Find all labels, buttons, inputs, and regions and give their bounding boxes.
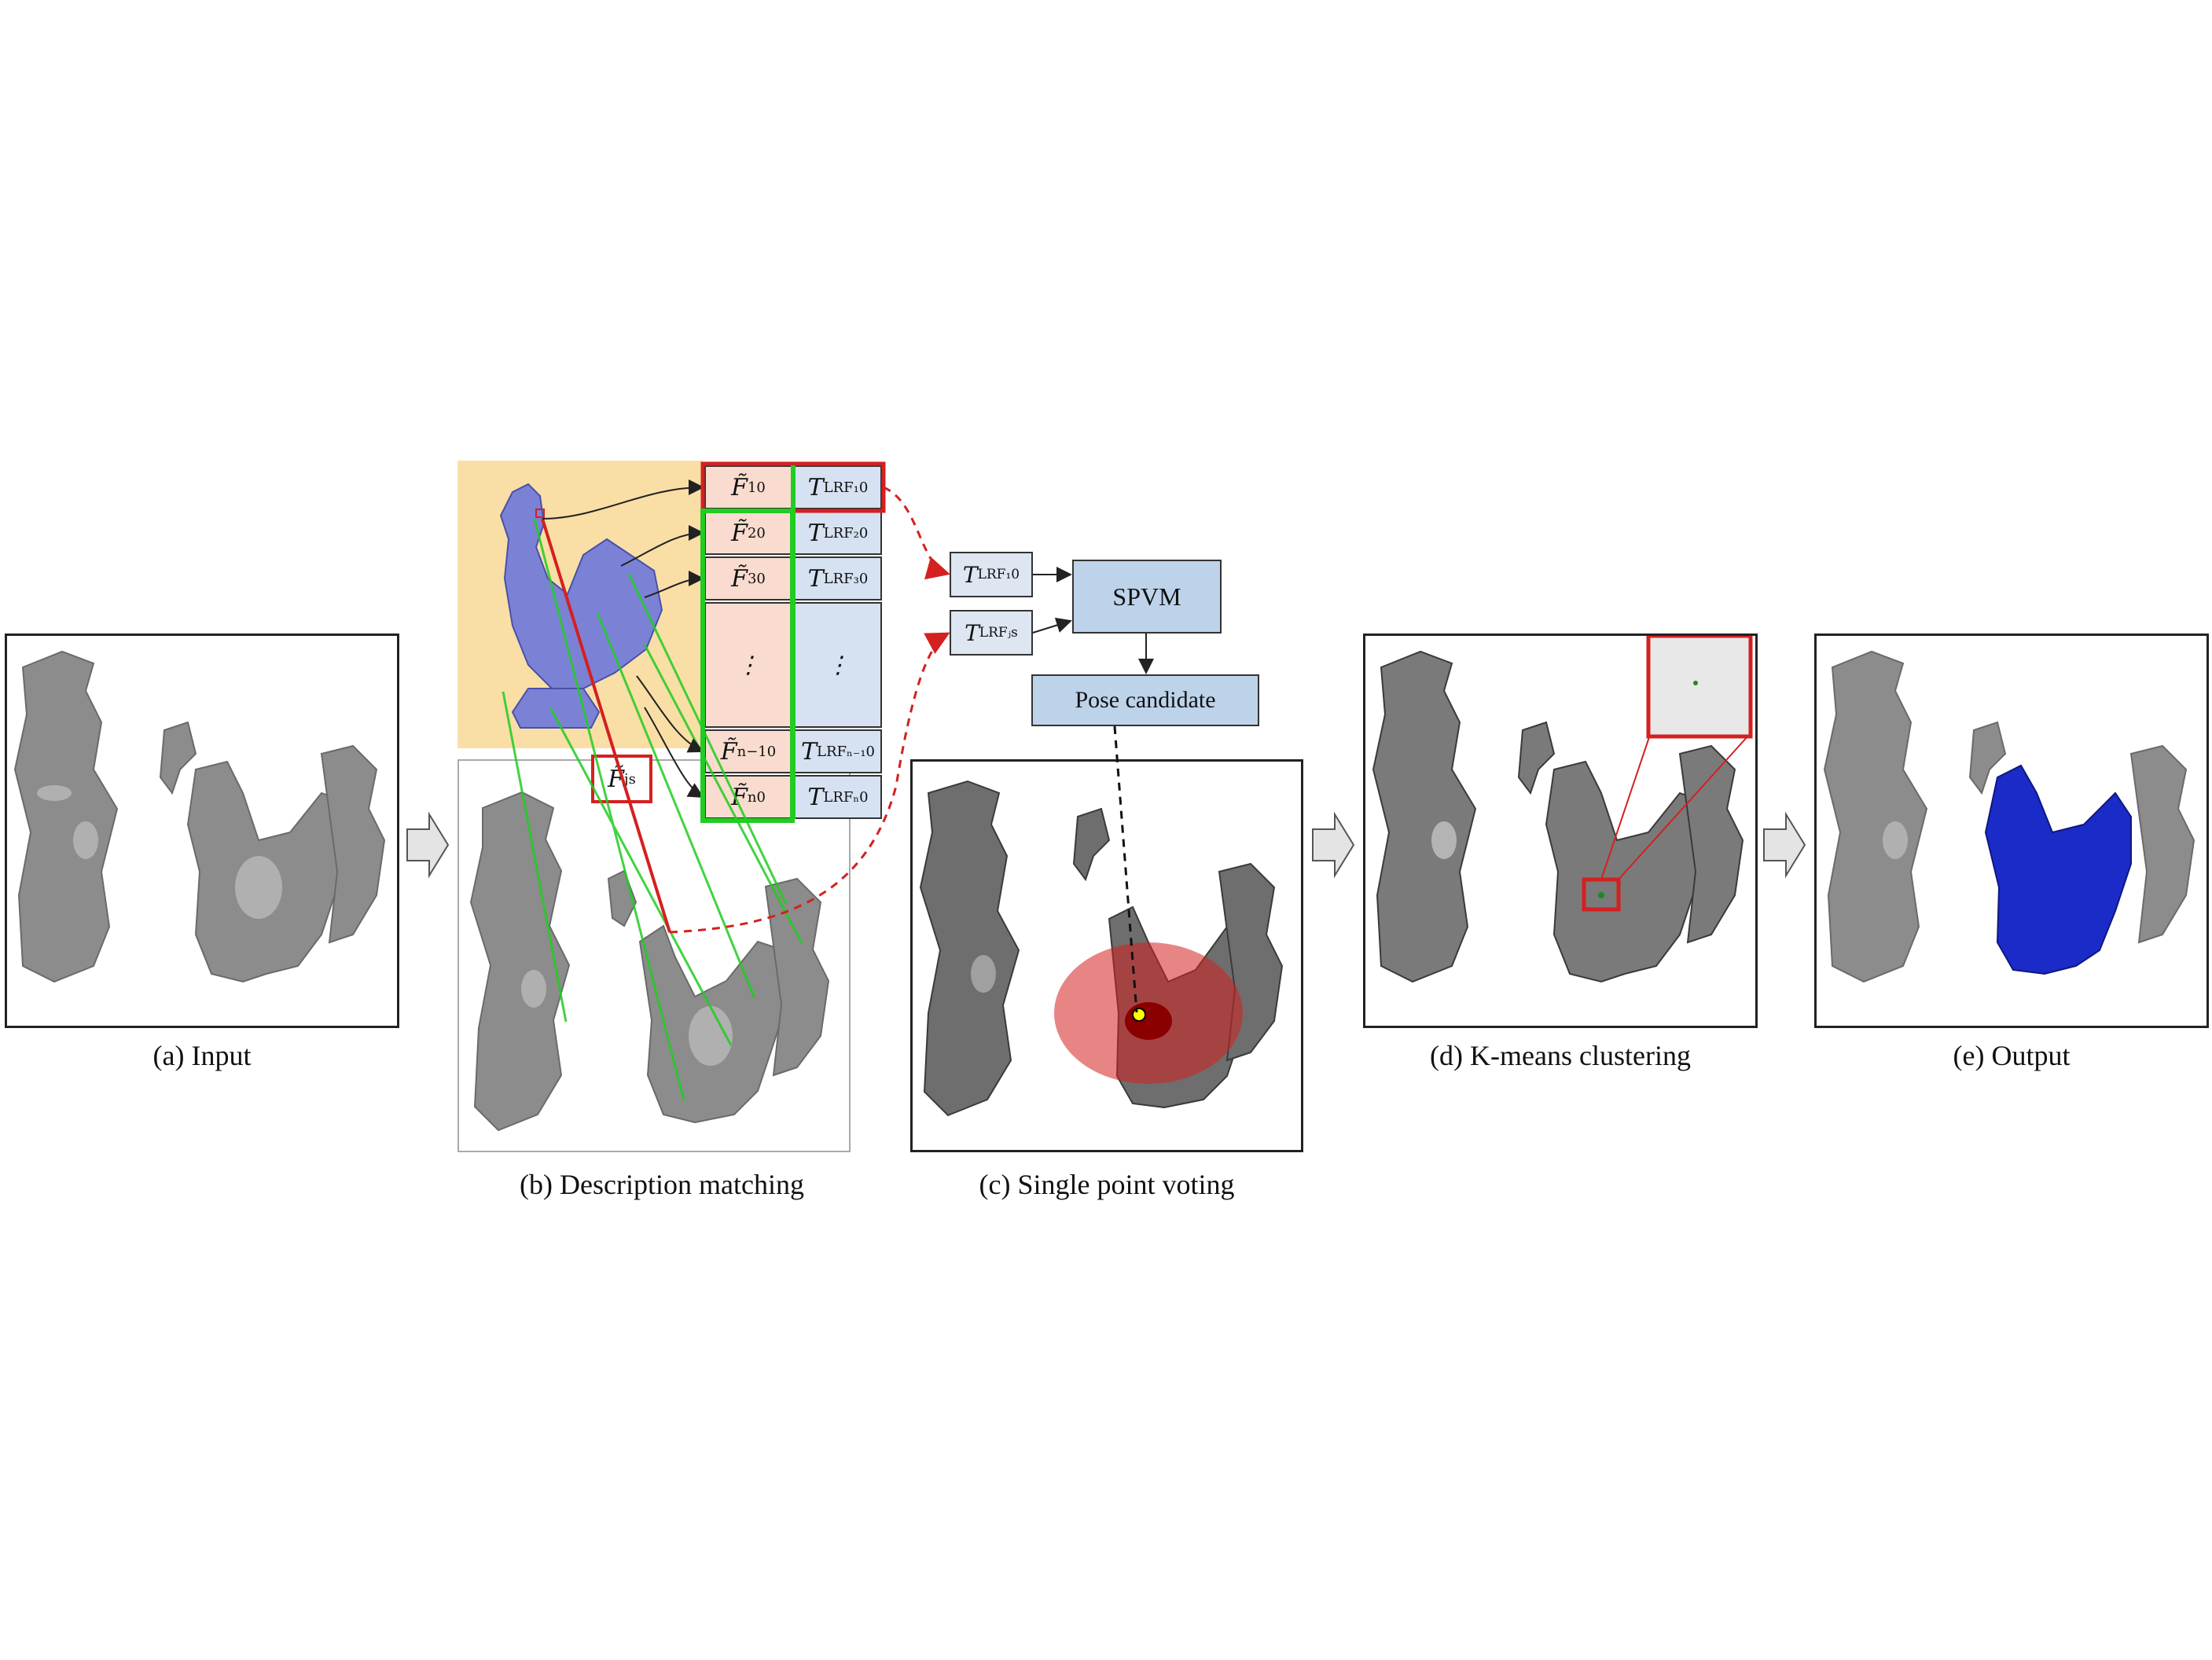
f-cell-2: F̃ 2 0: [704, 511, 792, 555]
pose-candidate-box: Pose candidate: [1031, 674, 1259, 726]
f-cell-n-minus-1: F̃ n−1 0: [704, 729, 792, 773]
voting-panel: [910, 759, 1303, 1152]
input-panel: [5, 634, 399, 1028]
detected-object: [1984, 764, 2132, 975]
t-cell-2: T LRF₂ 0: [794, 511, 882, 555]
caption-single-point-voting: (c) Single point voting: [979, 1169, 1235, 1200]
caption-input: (a) Input: [152, 1040, 252, 1071]
flow-arrow-icon: [1312, 811, 1355, 879]
spvm-input-model: T LRF₁ 0: [950, 552, 1033, 597]
zoom-inset: [1646, 636, 1753, 739]
t-cell-1: T LRF₁ 0: [794, 465, 882, 509]
input-scene-image: [13, 650, 386, 983]
output-panel: [1814, 634, 2209, 1028]
t-cell-n: T LRFₙ 0: [794, 775, 882, 819]
flow-arrow-icon: [406, 811, 450, 879]
f-cell-n: F̃ n 0: [704, 775, 792, 819]
t-cell-3: T LRF₃ 0: [794, 556, 882, 600]
t-cell-ellipsis: ⋮: [794, 602, 882, 728]
scene-matching-image: [469, 791, 830, 1132]
output-scene-image: [1823, 650, 2195, 983]
kmeans-scene-image: [1372, 636, 1753, 983]
caption-kmeans-clustering: (d) K-means clustering: [1430, 1040, 1691, 1071]
scene-feature-sup: s: [628, 770, 636, 788]
f-cell-1: F̃ 1 0: [704, 465, 792, 509]
spvm-box: SPVM: [1072, 560, 1222, 634]
spvm-input-scene: T LRFⱼ s: [950, 610, 1033, 656]
scene-feature-base: F̃: [608, 765, 624, 793]
kmeans-panel: [1363, 634, 1758, 1028]
model-rooster-image: [499, 483, 663, 729]
t-cell-n-minus-1: T LRFₙ₋₁ 0: [794, 729, 882, 773]
caption-description-matching: (b) Description matching: [520, 1169, 804, 1200]
f-cell-ellipsis: ⋮: [704, 602, 792, 728]
f-cell-3: F̃ 3 0: [704, 556, 792, 600]
flow-arrow-icon: [1763, 811, 1806, 879]
voting-scene-image: [919, 780, 1284, 1117]
scene-feature-label: F̃ j s: [591, 755, 652, 803]
caption-output: (e) Output: [1953, 1040, 2071, 1071]
vote-peak-marker: [1132, 1008, 1146, 1022]
